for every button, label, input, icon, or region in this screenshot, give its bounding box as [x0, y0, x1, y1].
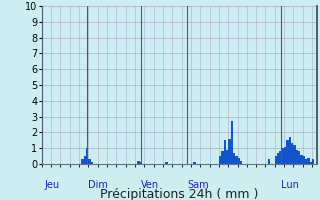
Bar	[233, 153, 235, 164]
Bar	[268, 159, 270, 164]
Text: Jeu: Jeu	[44, 180, 60, 190]
Bar	[308, 158, 310, 164]
Bar	[165, 162, 168, 164]
Bar	[296, 150, 298, 164]
Bar	[86, 148, 88, 164]
Text: Lun: Lun	[281, 180, 299, 190]
Bar	[293, 145, 296, 164]
Bar	[219, 156, 221, 164]
Bar	[303, 156, 305, 164]
X-axis label: Précipitations 24h ( mm ): Précipitations 24h ( mm )	[100, 188, 258, 200]
Bar	[223, 140, 226, 164]
Bar	[291, 143, 293, 164]
Bar	[312, 159, 315, 164]
Bar	[279, 151, 282, 164]
Bar	[230, 121, 233, 164]
Bar	[277, 153, 279, 164]
Bar	[193, 162, 196, 164]
Text: Dim: Dim	[88, 180, 108, 190]
Bar	[275, 156, 277, 164]
Bar	[226, 150, 228, 164]
Bar	[137, 161, 140, 164]
Bar	[235, 156, 237, 164]
Bar	[91, 162, 93, 164]
Bar	[300, 155, 303, 164]
Bar	[282, 148, 284, 164]
Text: Ven: Ven	[141, 180, 159, 190]
Bar	[228, 139, 230, 164]
Text: Sam: Sam	[188, 180, 209, 190]
Bar	[140, 162, 142, 164]
Bar	[221, 151, 223, 164]
Bar	[237, 158, 240, 164]
Bar	[81, 159, 84, 164]
Bar	[305, 159, 308, 164]
Bar	[88, 159, 91, 164]
Bar	[286, 140, 289, 164]
Bar	[84, 156, 86, 164]
Bar	[289, 137, 291, 164]
Bar	[240, 161, 242, 164]
Bar	[310, 162, 312, 164]
Bar	[284, 147, 286, 164]
Bar	[298, 151, 300, 164]
